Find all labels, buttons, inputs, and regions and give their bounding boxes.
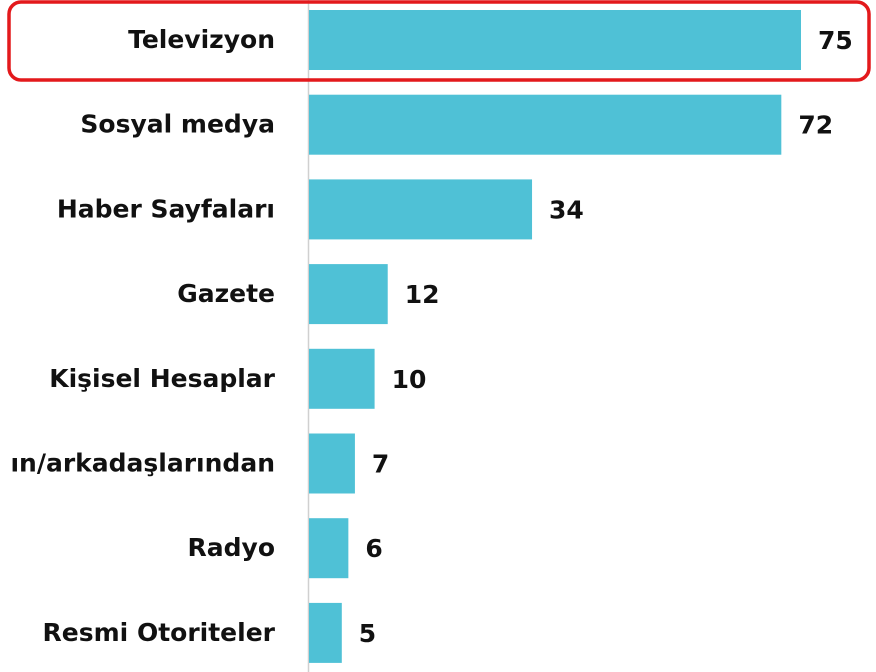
bar [309,602,342,663]
value-label: 10 [392,365,427,394]
bar [309,518,349,579]
value-label: 72 [798,111,833,140]
category-label: Televizyon [128,25,275,54]
bar [309,179,533,240]
category-label: Kişisel Hesaplar [49,364,275,393]
value-label: 6 [365,534,382,563]
value-label: 5 [359,619,376,648]
category-label: Sosyal medya [80,110,275,139]
bar [309,264,388,325]
highlight-box [7,0,871,82]
category-label: Radyo [188,533,276,562]
category-label: Resmi Otoriteler [43,618,276,647]
category-label: Haber Sayfaları [57,194,275,223]
category-label: ın/arkadaşlarından [10,449,275,478]
bar [309,10,801,70]
bar [309,433,355,494]
value-label: 34 [549,195,584,224]
category-label: Gazete [177,279,275,308]
bar [309,348,375,409]
bar [309,94,782,155]
value-label: 12 [405,280,440,309]
value-label: 7 [372,450,389,479]
value-label: 75 [818,26,853,55]
